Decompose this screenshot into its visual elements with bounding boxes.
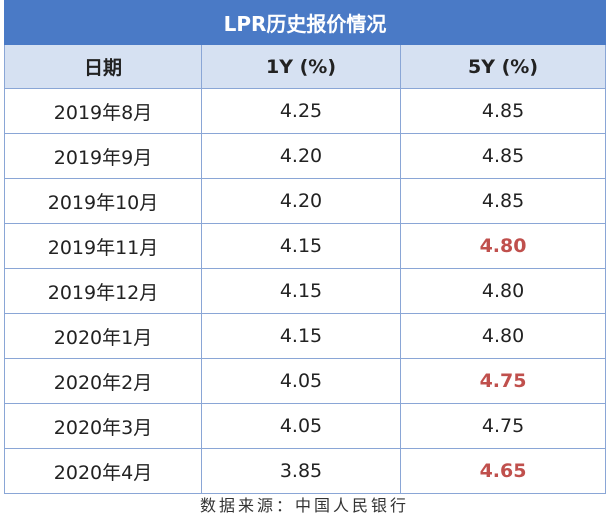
rate-1y-cell: 4.15 xyxy=(201,223,401,269)
date-cell: 2019年8月 xyxy=(4,88,202,134)
table-row: 2019年8月 4.25 4.85 xyxy=(4,88,607,134)
table-title-row: LPR历史报价情况 xyxy=(3,0,607,45)
rate-5y-cell: 4.85 xyxy=(399,178,607,224)
date-cell: 2020年1月 xyxy=(4,313,202,359)
rate-1y-cell: 4.15 xyxy=(201,313,401,359)
table-row: 2020年3月 4.05 4.75 xyxy=(4,403,607,449)
table-row: 2020年4月 3.85 4.65 xyxy=(4,448,607,494)
rate-5y-cell: 4.80 xyxy=(399,313,607,359)
table-row: 2019年11月 4.15 4.80 xyxy=(4,223,607,269)
date-cell: 2020年4月 xyxy=(4,448,202,494)
table-row: 2019年9月 4.20 4.85 xyxy=(4,133,607,179)
rate-1y-cell: 3.85 xyxy=(201,448,401,494)
rate-5y-cell: 4.75 xyxy=(399,358,607,404)
rate-1y-cell: 4.20 xyxy=(201,133,401,179)
date-cell: 2019年10月 xyxy=(4,178,202,224)
rate-1y-cell: 4.20 xyxy=(201,178,401,224)
rate-5y-cell: 4.80 xyxy=(399,268,607,314)
header-5y: 5Y (%) xyxy=(399,44,607,89)
rate-5y-cell: 4.65 xyxy=(399,448,607,494)
table-row: 2019年12月 4.15 4.80 xyxy=(4,268,607,314)
date-cell: 2020年3月 xyxy=(4,403,202,449)
lpr-history-table: LPR历史报价情况 日期 1Y (%) 5Y (%) 2019年8月 4.25 4.… xyxy=(3,0,607,494)
date-cell: 2019年11月 xyxy=(4,223,202,269)
rate-5y-cell: 4.85 xyxy=(399,88,607,134)
rate-5y-cell: 4.80 xyxy=(399,223,607,269)
table-row: 2020年2月 4.05 4.75 xyxy=(4,358,607,404)
header-1y: 1Y (%) xyxy=(201,44,401,89)
table-header-row: 日期 1Y (%) 5Y (%) xyxy=(4,44,607,89)
table-row: 2020年1月 4.15 4.80 xyxy=(4,313,607,359)
rate-5y-cell: 4.85 xyxy=(399,133,607,179)
table-body: 2019年8月 4.25 4.85 2019年9月 4.20 4.85 2019年10月 4.… xyxy=(4,88,607,494)
rate-1y-cell: 4.25 xyxy=(201,88,401,134)
data-source-note: 数据来源：中国人民银行 xyxy=(199,496,409,515)
header-date: 日期 xyxy=(4,44,202,89)
date-cell: 2020年2月 xyxy=(4,358,202,404)
rate-5y-cell: 4.75 xyxy=(399,403,607,449)
rate-1y-cell: 4.05 xyxy=(201,403,401,449)
date-cell: 2019年12月 xyxy=(4,268,202,314)
table-title: LPR历史报价情况 xyxy=(3,0,607,45)
rate-1y-cell: 4.05 xyxy=(201,358,401,404)
date-cell: 2019年9月 xyxy=(4,133,202,179)
table-row: 2019年10月 4.20 4.85 xyxy=(4,178,607,224)
rate-1y-cell: 4.15 xyxy=(201,268,401,314)
